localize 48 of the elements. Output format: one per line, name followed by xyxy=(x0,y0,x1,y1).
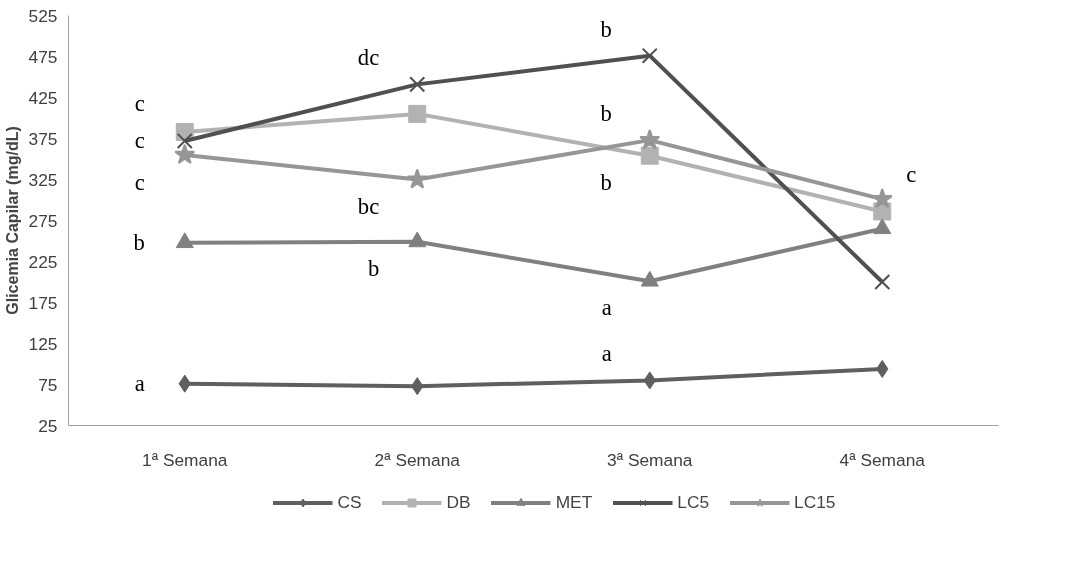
y-tick-label: 225 xyxy=(28,251,58,272)
y-axis-title: Glicemia Capilar (mg/dL) xyxy=(3,126,21,315)
annotation: a xyxy=(601,341,612,367)
y-tick-label: 175 xyxy=(28,292,58,313)
annotation: b xyxy=(600,16,612,42)
y-tick-label: 25 xyxy=(38,415,58,436)
y-tick-label: 275 xyxy=(28,210,58,231)
annotation: b xyxy=(600,101,612,127)
point xyxy=(873,218,892,235)
annotation: dc xyxy=(357,45,380,71)
y-tick-label: 325 xyxy=(28,169,58,190)
y-tick-label: 425 xyxy=(28,87,58,108)
annotation: a xyxy=(134,371,145,397)
annotation: bc xyxy=(357,193,380,219)
annotation: c xyxy=(134,170,145,196)
point xyxy=(871,188,893,209)
annotation: c xyxy=(134,128,145,154)
x-tick-label: 3ª Semana xyxy=(607,449,693,470)
point xyxy=(408,231,427,248)
point xyxy=(176,132,193,150)
annotation: b xyxy=(600,169,612,195)
point xyxy=(408,104,427,123)
y-tick-label: 125 xyxy=(28,333,58,354)
point xyxy=(874,273,891,291)
annotation: b xyxy=(367,255,380,281)
annotation: c xyxy=(134,91,145,117)
x-tick-label: 4ª Semana xyxy=(839,449,926,470)
point xyxy=(175,232,194,249)
point xyxy=(641,47,658,64)
x-tick-label: 2ª Semana xyxy=(374,449,461,470)
point xyxy=(639,129,661,150)
point xyxy=(409,76,426,93)
legend-label: CS xyxy=(337,491,362,513)
point xyxy=(406,168,428,189)
legend-label: DB xyxy=(446,491,471,513)
x-tick-label: 1ª Semana xyxy=(142,449,228,470)
annotation: a xyxy=(601,295,612,321)
point xyxy=(640,146,659,165)
legend-label: MET xyxy=(555,491,593,513)
point xyxy=(174,143,196,164)
y-tick-label: 75 xyxy=(38,374,58,395)
annotation: b xyxy=(133,230,145,256)
legend-label: LC5 xyxy=(677,491,710,513)
y-tick-label: 375 xyxy=(28,128,58,149)
y-tick-label: 525 xyxy=(28,5,58,26)
legend-label: LC15 xyxy=(794,491,836,513)
y-tick-label: 475 xyxy=(28,46,58,67)
annotation: c xyxy=(906,162,917,188)
